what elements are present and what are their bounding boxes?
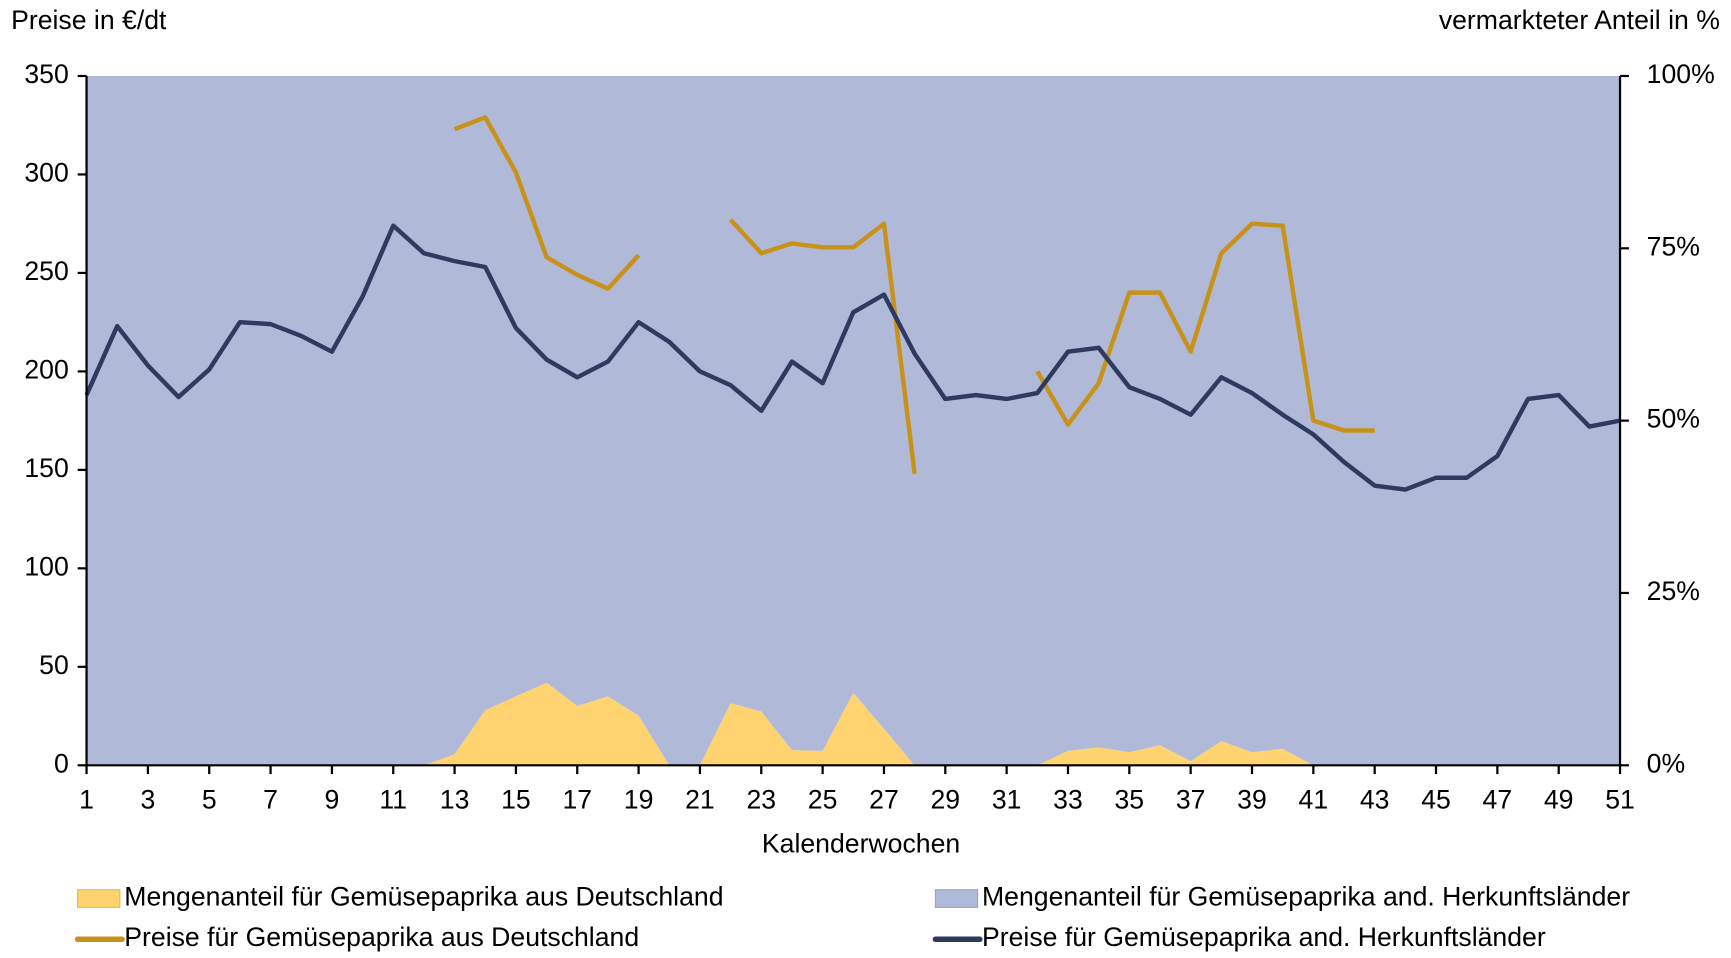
x-tick-label: 7	[263, 785, 278, 815]
x-tick-label: 45	[1421, 785, 1451, 815]
y-tick-label: 150	[24, 453, 68, 483]
y2-tick-label: 50%	[1647, 404, 1700, 434]
x-tick-label: 9	[325, 785, 340, 815]
x-tick-label: 51	[1605, 785, 1635, 815]
price-line	[728, 218, 917, 475]
x-tick-label: 17	[562, 785, 592, 815]
x-tick-label: 47	[1483, 785, 1513, 815]
x-tick-label: 29	[930, 785, 960, 815]
x-tick-label: 3	[140, 785, 155, 815]
price-line	[84, 223, 1621, 492]
y-axis-label: Preise in €/dt	[11, 5, 167, 35]
y-tick-label: 200	[24, 354, 68, 384]
y2-tick-label: 75%	[1647, 231, 1700, 261]
legend-swatch	[77, 889, 121, 908]
price-line	[453, 115, 641, 291]
y2-tick-label: 100%	[1647, 59, 1715, 89]
legend-label: Preise für Gemüsepaprika and. Herkunftsl…	[982, 922, 1546, 952]
x-tick-label: 39	[1237, 785, 1267, 815]
x-tick-label: 23	[746, 785, 776, 815]
x-tick-label: 35	[1115, 785, 1145, 815]
y-tick-label: 0	[54, 748, 69, 778]
y-tick-label: 350	[24, 59, 68, 89]
y2-tick-label: 25%	[1647, 576, 1700, 606]
legend-swatch	[934, 889, 979, 908]
area	[86, 682, 1621, 766]
price-line	[1035, 221, 1375, 433]
y-tick-label: 300	[24, 158, 68, 188]
y-tick-label: 100	[24, 551, 68, 581]
x-tick-label: 5	[202, 785, 217, 815]
x-tick-label: 11	[379, 785, 407, 815]
area	[86, 75, 1621, 766]
x-tick-label: 43	[1360, 785, 1390, 815]
x-tick-label: 15	[501, 785, 531, 815]
legend-label: Mengenanteil für Gemüsepaprika aus Deuts…	[124, 882, 723, 912]
x-tick-label: 31	[992, 785, 1022, 815]
x-tick-label: 41	[1299, 785, 1329, 815]
y2-axis-label: vermarkteter Anteil in %	[1439, 5, 1720, 35]
x-tick-label: 13	[440, 785, 470, 815]
legend-label: Mengenanteil für Gemüsepaprika and. Herk…	[982, 882, 1630, 912]
y2-tick-label: 0%	[1647, 748, 1685, 778]
y-tick-label: 50	[39, 650, 69, 680]
legend-label: Preise für Gemüsepaprika aus Deutschland	[124, 922, 639, 952]
x-axis-label: Kalenderwochen	[762, 829, 960, 859]
y-tick-label: 250	[24, 256, 68, 286]
x-tick-label: 33	[1053, 785, 1083, 815]
x-tick-label: 37	[1176, 785, 1206, 815]
x-tick-label: 1	[79, 785, 94, 815]
x-tick-label: 25	[808, 785, 838, 815]
x-tick-label: 21	[685, 785, 715, 815]
x-tick-label: 19	[624, 785, 654, 815]
x-tick-label: 27	[869, 785, 899, 815]
x-tick-label: 49	[1544, 785, 1574, 815]
